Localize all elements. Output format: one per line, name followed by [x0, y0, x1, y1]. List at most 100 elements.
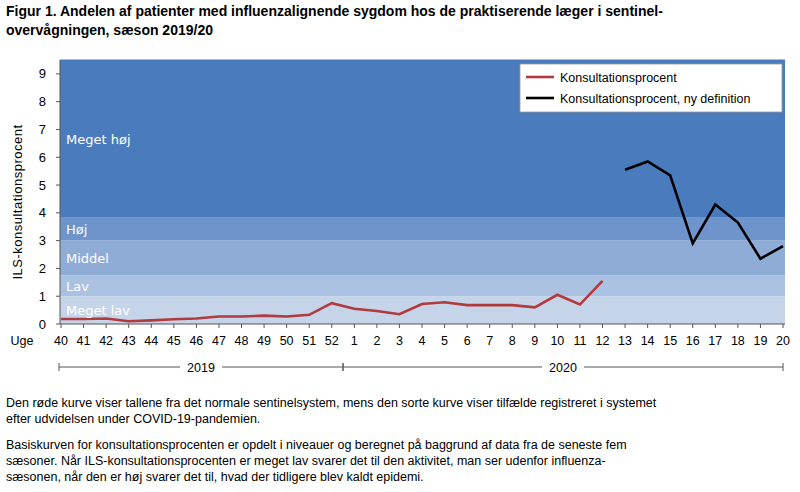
group-separator [783, 363, 784, 371]
group-line [59, 367, 180, 368]
y-tick [56, 212, 60, 213]
x-tick [534, 324, 535, 328]
x-tick [264, 324, 265, 328]
band-label: Høj [66, 222, 87, 237]
x-tick [647, 324, 648, 328]
legend-box [520, 64, 782, 112]
y-tick-label: 6 [39, 150, 46, 165]
x-tick [173, 324, 174, 328]
x-tick-label: 10 [550, 334, 564, 348]
x-tick-label: 6 [464, 334, 471, 348]
y-tick-label: 7 [39, 122, 46, 137]
x-tick [579, 324, 580, 328]
x-tick [737, 324, 738, 328]
x-tick [128, 324, 129, 328]
x-tick [376, 324, 377, 328]
y-tick-label: 0 [39, 317, 46, 332]
y-tick [56, 129, 60, 130]
y-tick [56, 101, 60, 102]
x-tick-label: 14 [641, 334, 655, 348]
y-tick-label: 5 [39, 178, 46, 193]
x-tick-label: 18 [731, 334, 745, 348]
y-tick-label: 8 [39, 94, 46, 109]
x-tick-label: 8 [509, 334, 516, 348]
x-tick [557, 324, 558, 328]
x-tick [715, 324, 716, 328]
x-tick [512, 324, 513, 328]
x-tick [241, 324, 242, 328]
x-tick [444, 324, 445, 328]
x-tick-label: 44 [144, 334, 158, 348]
x-tick [399, 324, 400, 328]
y-tick-label: 2 [39, 261, 46, 276]
y-tick-label: 3 [39, 233, 46, 248]
x-tick [83, 324, 84, 328]
note: Den røde kurve viser tallene fra det nor… [6, 395, 656, 427]
level-band [60, 275, 785, 296]
group-line [222, 367, 343, 368]
x-tick-label: 40 [54, 334, 68, 348]
level-band [60, 241, 785, 276]
x-tick [489, 324, 490, 328]
x-tick-label: 15 [663, 334, 677, 348]
y-tick [56, 268, 60, 269]
series-line [61, 281, 603, 321]
note: Basiskurven for konsultationsprocenten e… [6, 437, 656, 485]
x-axis-label: Uge [11, 334, 34, 348]
group-label: 2020 [549, 361, 577, 375]
x-tick [602, 324, 603, 328]
y-tick [56, 157, 60, 158]
band-label: Middel [66, 251, 109, 266]
plot-frame [60, 60, 785, 61]
x-tick-label: 9 [531, 334, 538, 348]
group-separator [343, 363, 344, 371]
x-tick-label: 43 [122, 334, 136, 348]
x-tick-label: 20 [776, 334, 790, 348]
x-tick-label: 12 [596, 334, 610, 348]
series-line [625, 161, 783, 258]
x-tick [61, 324, 62, 328]
x-tick-label: 1 [351, 334, 358, 348]
x-tick [286, 324, 287, 328]
x-tick [783, 324, 784, 328]
plot-area [60, 60, 785, 324]
legend-label: Konsultationsprocent [560, 71, 677, 85]
x-tick-label: 13 [618, 334, 632, 348]
y-tick-label: 1 [39, 289, 46, 304]
y-tick [56, 185, 60, 186]
legend-label: Konsultationsprocent, ny definition [560, 92, 750, 106]
legend-swatch [526, 76, 554, 79]
x-tick-label: 50 [280, 334, 294, 348]
x-tick-label: 5 [441, 334, 448, 348]
x-tick-label: 47 [212, 334, 226, 348]
x-tick [331, 324, 332, 328]
group-label: 2019 [187, 361, 215, 375]
x-tick-label: 49 [257, 334, 271, 348]
group-line [343, 367, 542, 368]
y-axis-label: ILS-konsultationsprocent [10, 124, 25, 279]
level-band [60, 217, 785, 241]
x-tick-label: 46 [189, 334, 203, 348]
y-tick [56, 296, 60, 297]
x-tick-label: 19 [753, 334, 767, 348]
x-tick [354, 324, 355, 328]
x-tick [106, 324, 107, 328]
band-label: Meget lav [66, 303, 130, 318]
x-tick [151, 324, 152, 328]
x-tick-label: 51 [302, 334, 316, 348]
x-tick-label: 7 [486, 334, 493, 348]
x-tick [196, 324, 197, 328]
x-tick-label: 52 [325, 334, 339, 348]
x-tick-label: 42 [99, 334, 113, 348]
x-tick [670, 324, 671, 328]
y-tick [56, 73, 60, 74]
legend: Konsultationsprocent Konsultationsprocent… [520, 64, 782, 112]
x-tick [760, 324, 761, 328]
x-tick [309, 324, 310, 328]
x-tick-label: 41 [77, 334, 91, 348]
x-tick-label: 3 [396, 334, 403, 348]
x-tick-label: 16 [686, 334, 700, 348]
group-separator [343, 363, 344, 371]
x-tick-label: 11 [573, 334, 586, 348]
x-tick [692, 324, 693, 328]
